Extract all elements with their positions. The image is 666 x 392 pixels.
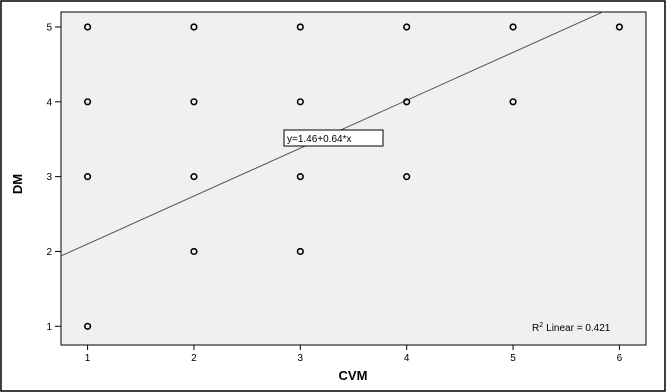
r2-annotation: R2 Linear = 0.421 [532,322,611,334]
data-point [296,23,304,31]
data-point [83,173,92,181]
data-point [509,98,517,106]
y-tick-label: 5 [46,22,52,33]
equation-label: y=1.46+0.64*x [287,134,352,145]
data-point [403,98,411,106]
data-point [83,23,92,31]
equation-box [283,129,384,147]
data-point [296,247,304,256]
fit-line [61,12,605,257]
y-tick-label: 1 [46,322,52,333]
data-point [403,173,411,181]
data-point [190,247,198,256]
r2-prefix: R [532,323,539,334]
data-point [615,23,624,31]
x-tick-label: 5 [510,353,516,364]
y-axis-title: DM [10,174,25,194]
data-point [296,98,304,106]
r2-superscript: 2 [539,322,543,329]
data-point [83,98,92,106]
equation-annotation: y=1.46+0.64*x [283,129,384,147]
x-tick-label: 2 [191,353,197,364]
data-point [190,173,198,181]
y-tick-label: 4 [46,97,52,108]
data-point [190,98,198,106]
data-point [509,23,517,31]
x-axis-title: CVM [339,368,368,383]
x-tick-label: 6 [617,353,623,364]
x-tick-label: 1 [85,353,91,364]
data-point [403,23,411,31]
y-tick-label: 2 [46,247,52,258]
plot-area [60,11,647,346]
x-tick-label: 3 [298,353,304,364]
data-point [83,322,92,330]
data-point [190,23,198,31]
y-tick-label: 3 [46,172,52,183]
r2-label: Linear = 0.421 [546,323,611,334]
data-point [296,173,304,181]
x-tick-label: 4 [404,353,410,364]
